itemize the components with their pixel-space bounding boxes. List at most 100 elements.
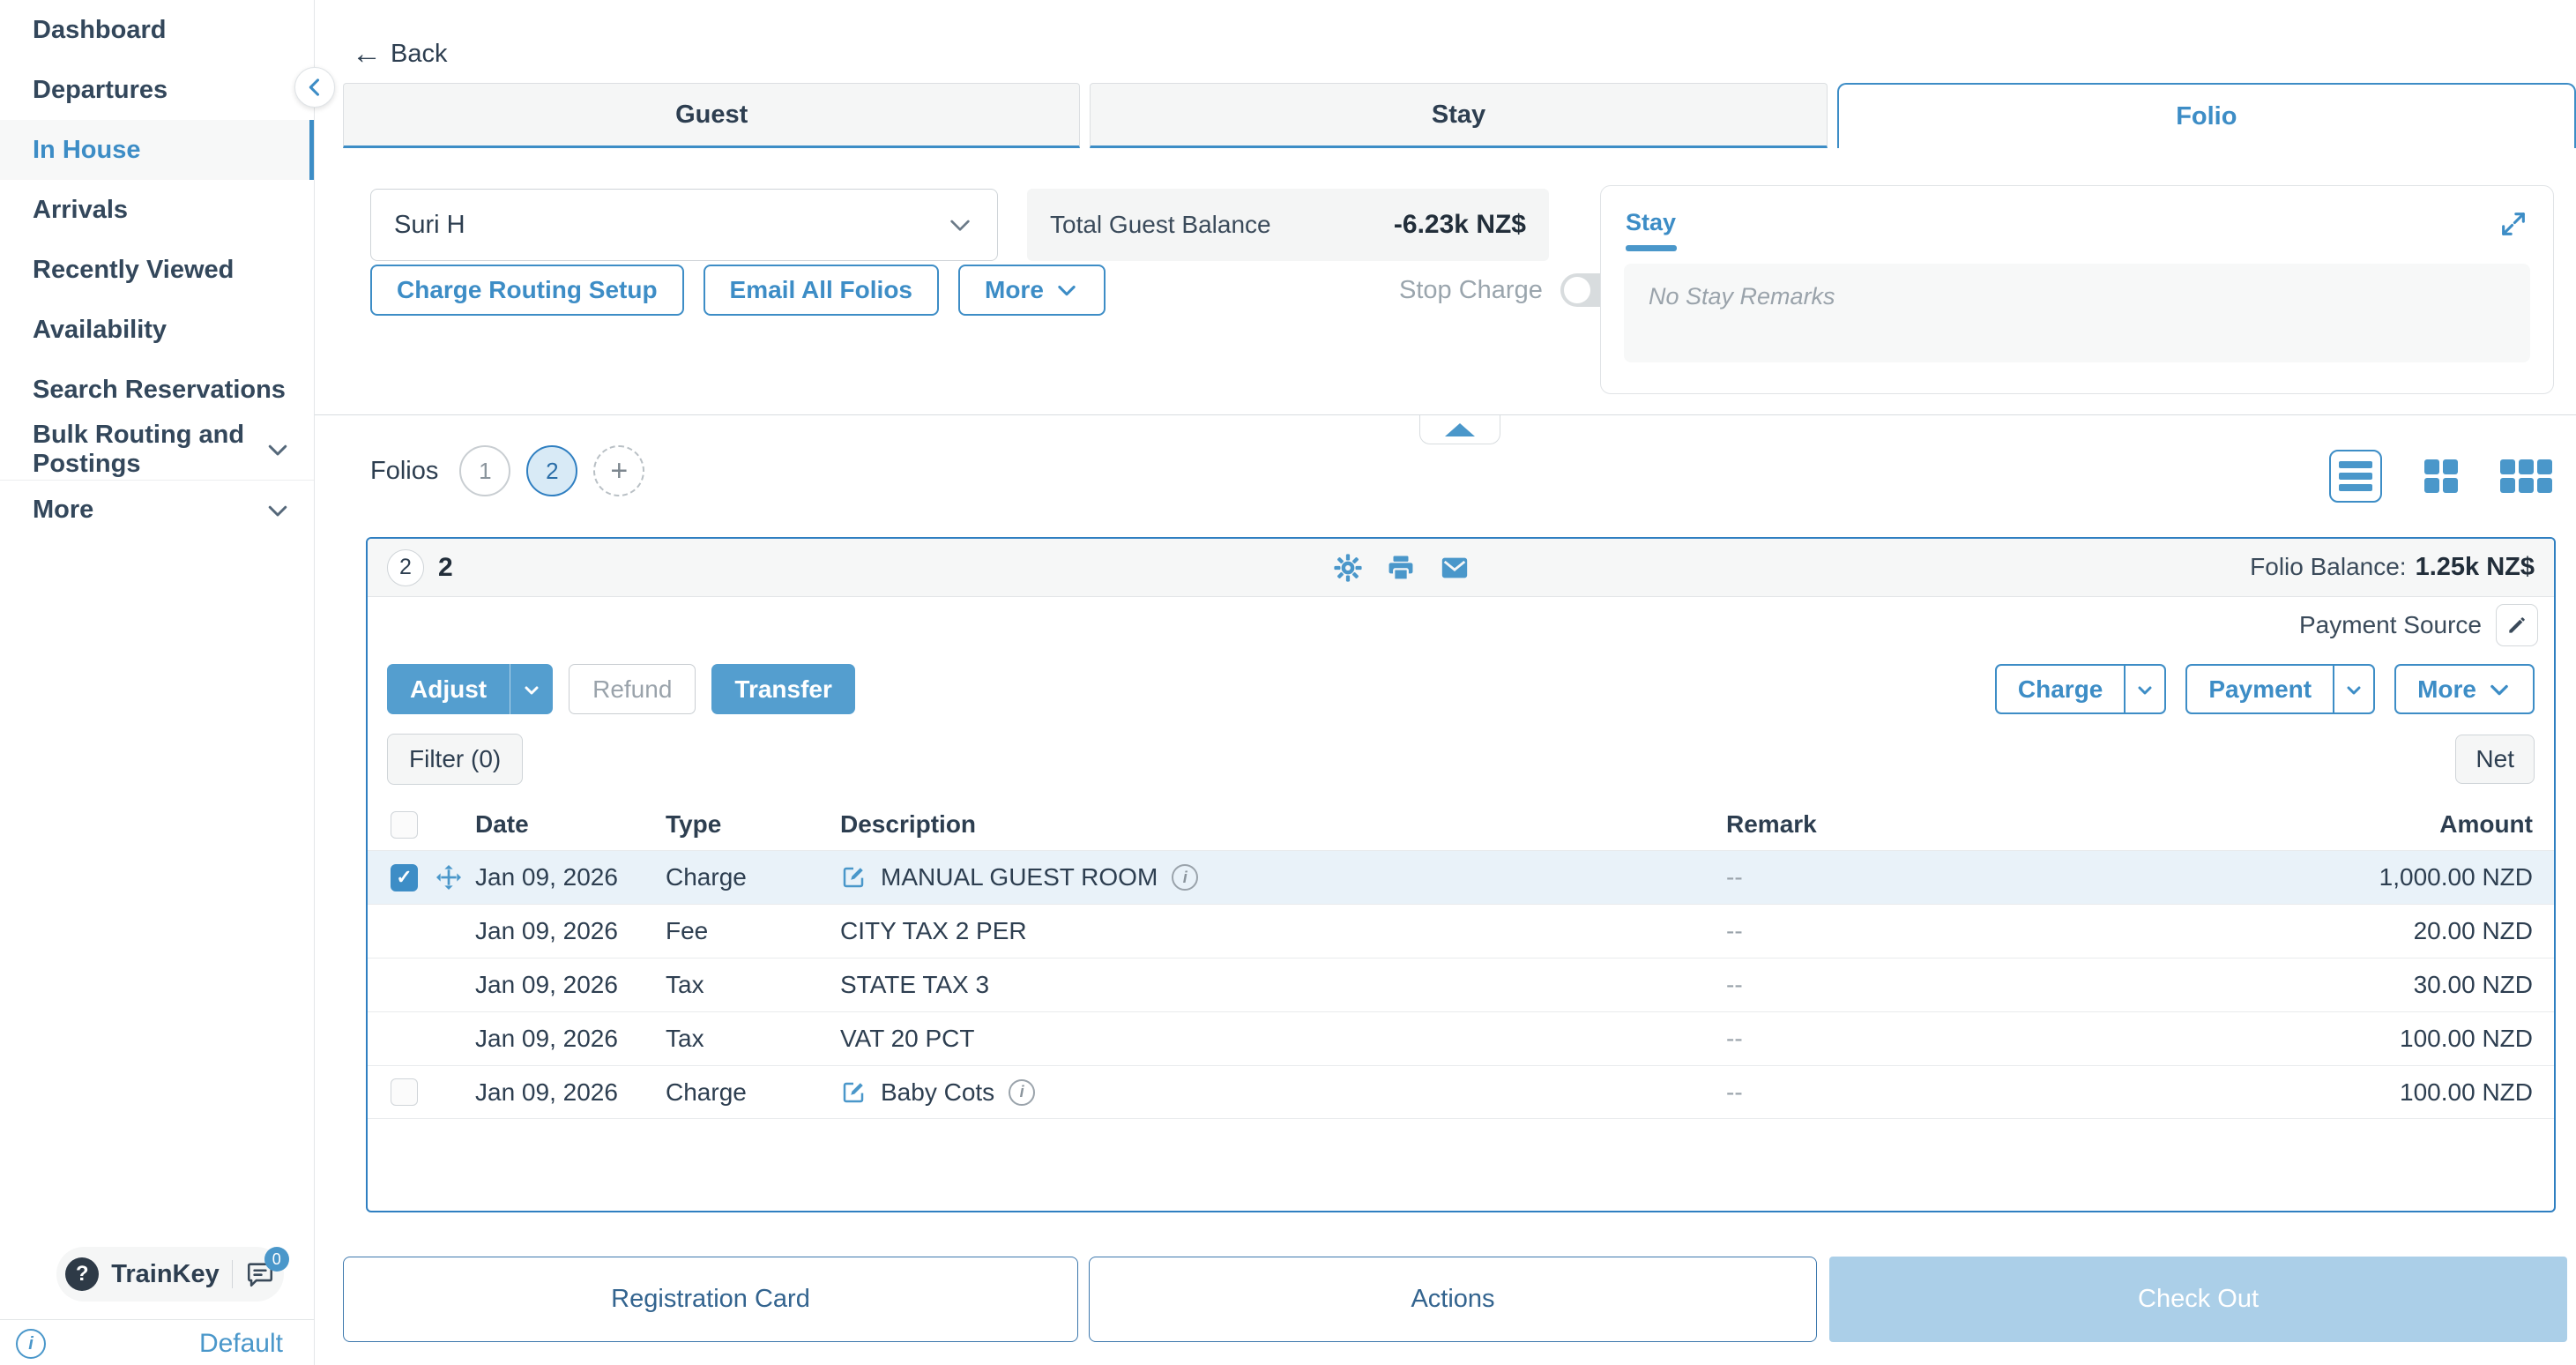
sidebar-footer: ? TrainKey 0 i Default <box>0 1247 315 1365</box>
payment-source-edit-button[interactable] <box>2496 604 2538 646</box>
transfer-button[interactable]: Transfer <box>711 664 855 714</box>
tab-guest[interactable]: Guest <box>343 83 1081 148</box>
help-icon: ? <box>65 1257 100 1291</box>
email-icon[interactable] <box>1439 553 1470 583</box>
payment-dropdown-arrow[interactable] <box>2333 666 2373 712</box>
refund-button[interactable]: Refund <box>569 664 696 714</box>
list-view-icon <box>2339 461 2372 491</box>
check-out-button[interactable]: Check Out <box>1829 1257 2567 1342</box>
guest-more-button[interactable]: More <box>958 265 1106 316</box>
total-guest-balance-label: Total Guest Balance <box>1050 211 1271 238</box>
folio-balance-value: 1.25k NZ$ <box>2415 553 2535 581</box>
folio-card-header: 2 2 Folio Balance: 1.25k NZ$ <box>368 539 2554 597</box>
sidebar-item-dashboard[interactable]: Dashboard <box>33 15 167 44</box>
expand-icon[interactable] <box>2498 209 2528 239</box>
chevron-down-icon <box>1054 278 1079 302</box>
table-row[interactable]: Jan 09, 2026 Tax VAT 20 PCT -- 100.00 NZ… <box>368 1011 2554 1065</box>
charge-dropdown-arrow[interactable] <box>2124 666 2164 712</box>
triangle-up-icon <box>1445 422 1475 436</box>
col-remark: Remark <box>1726 810 1817 838</box>
sidebar-item-arrivals[interactable]: Arrivals <box>33 195 129 224</box>
folio-balance-label: Folio Balance: <box>2250 553 2407 580</box>
guest-selector-value: Suri H <box>394 210 465 239</box>
folio-name: 2 <box>438 552 453 582</box>
default-profile-link[interactable]: Default <box>198 1329 283 1358</box>
stop-charge-control: Stop Charge <box>1399 273 1617 307</box>
table-row[interactable]: ✓ Jan 09, 2026 Charge MANUAL GUEST ROOM … <box>368 850 2554 904</box>
folio-chip-2-selected[interactable]: 2 <box>526 445 578 496</box>
stop-charge-label: Stop Charge <box>1399 275 1543 304</box>
registration-card-button[interactable]: Registration Card <box>343 1257 1078 1342</box>
divider <box>231 1260 233 1288</box>
settings-gear-icon[interactable] <box>1333 553 1363 583</box>
payment-button[interactable]: Payment <box>2208 675 2312 703</box>
total-guest-balance: Total Guest Balance -6.23k NZ$ <box>1027 189 1549 261</box>
tab-stay[interactable]: Stay <box>1090 83 1828 148</box>
pencil-icon <box>2509 617 2525 633</box>
divider <box>315 414 2576 415</box>
row-checkbox[interactable]: ✓ <box>391 863 418 891</box>
actions-button[interactable]: Actions <box>1089 1257 1817 1342</box>
table-row[interactable]: Jan 09, 2026 Charge Baby Cots i -- 100.0… <box>368 1065 2554 1119</box>
trainkey-widget[interactable]: ? TrainKey 0 <box>56 1247 289 1302</box>
chat-icon[interactable]: 0 <box>245 1247 289 1289</box>
payment-source-label: Payment Source <box>2299 611 2482 638</box>
sidebar-item-availability[interactable]: Availability <box>33 315 168 344</box>
charge-button[interactable]: Charge <box>2017 675 2103 703</box>
filter-row: Filter (0) Net <box>368 714 2554 785</box>
info-icon[interactable]: i <box>1009 1078 1036 1106</box>
view-toggles <box>2329 450 2552 503</box>
table-row[interactable]: Jan 09, 2026 Tax STATE TAX 3 -- 30.00 NZ… <box>368 958 2554 1011</box>
filter-button[interactable]: Filter (0) <box>387 734 524 785</box>
sidebar-item-search-reservations[interactable]: Search Reservations <box>33 375 286 404</box>
table-row[interactable]: Jan 09, 2026 Fee CITY TAX 2 PER -- 20.00… <box>368 904 2554 958</box>
chevron-down-icon <box>2487 677 2512 702</box>
charge-split-button[interactable]: Charge <box>1994 664 2167 714</box>
col-date: Date <box>475 810 529 838</box>
trainkey-label: TrainKey <box>111 1259 220 1288</box>
edit-charge-icon[interactable] <box>840 1079 867 1106</box>
folio-more-button[interactable]: More <box>2394 664 2535 714</box>
sidebar-collapse-button[interactable] <box>294 67 335 108</box>
folios-label: Folios <box>370 456 439 485</box>
sidebar-item-in-house[interactable]: In House <box>0 120 314 180</box>
folio-actions-row: Adjust Refund Transfer Charge Payment Mo… <box>368 653 2554 714</box>
edit-charge-icon[interactable] <box>840 864 867 891</box>
info-icon[interactable]: i <box>16 1329 46 1359</box>
add-folio-button[interactable]: + <box>593 445 645 496</box>
col-type: Type <box>666 810 722 838</box>
grid-3col-view-button[interactable] <box>2500 459 2552 493</box>
sidebar-item-departures[interactable]: Departures <box>33 75 168 104</box>
stay-remarks-box: No Stay Remarks <box>1624 264 2530 362</box>
back-arrow-icon: ← <box>352 37 382 71</box>
detail-tabs: Guest Stay Folio <box>343 83 2576 148</box>
stay-panel-title: Stay <box>1626 209 1677 235</box>
grid-2col-view-button[interactable] <box>2424 459 2458 493</box>
adjust-dropdown-arrow[interactable] <box>510 664 553 714</box>
payment-split-button[interactable]: Payment <box>2185 664 2376 714</box>
folio-number-badge: 2 <box>387 548 424 586</box>
select-all-checkbox[interactable] <box>391 810 418 839</box>
back-button[interactable]: ← Back <box>352 39 447 69</box>
drag-handle-icon[interactable] <box>435 863 475 891</box>
charge-routing-setup-button[interactable]: Charge Routing Setup <box>370 265 684 316</box>
sidebar-item-recently-viewed[interactable]: Recently Viewed <box>33 255 235 284</box>
adjust-button[interactable]: Adjust <box>410 675 488 703</box>
back-label: Back <box>391 39 448 68</box>
collapse-panel-button[interactable] <box>1419 415 1500 444</box>
print-icon[interactable] <box>1386 553 1416 583</box>
email-all-folios-button[interactable]: Email All Folios <box>703 265 939 316</box>
guest-selector[interactable]: Suri H <box>370 189 998 261</box>
list-view-button[interactable] <box>2329 450 2382 503</box>
sidebar-item-bulk-routing[interactable]: Bulk Routing and Postings <box>0 420 314 480</box>
sidebar-item-more[interactable]: More <box>0 480 314 540</box>
stay-panel: Stay No Stay Remarks <box>1600 185 2554 394</box>
folio-chip-1[interactable]: 1 <box>459 445 511 496</box>
info-icon[interactable]: i <box>1172 864 1199 891</box>
adjust-split-button[interactable]: Adjust <box>387 664 554 714</box>
row-checkbox[interactable] <box>391 1078 418 1106</box>
chevron-down-icon <box>946 211 974 239</box>
tab-folio[interactable]: Folio <box>1836 83 2576 148</box>
payment-source-row: Payment Source <box>368 597 2554 653</box>
net-toggle-button[interactable]: Net <box>2455 735 2535 784</box>
